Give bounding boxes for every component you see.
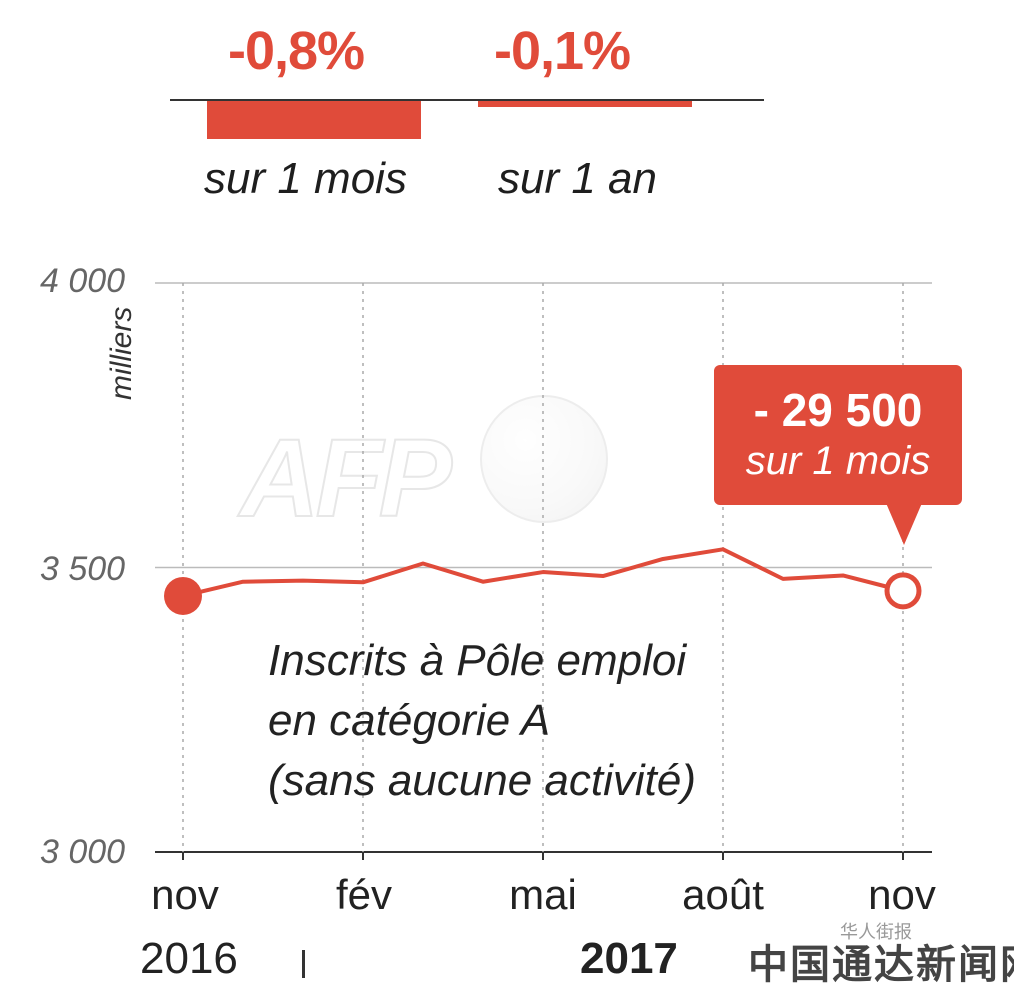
month-change-value: -0,8% <box>228 21 365 81</box>
caption-line-1: Inscrits à Pôle emploi <box>268 636 687 685</box>
watermark-text: AFP <box>239 416 453 541</box>
afp-watermark-logo: AFP <box>239 395 608 541</box>
month-change-bar <box>207 101 421 139</box>
year-separator <box>302 950 305 978</box>
series-line <box>182 547 904 598</box>
x-tick-label: nov <box>868 871 936 918</box>
year-change-value: -0,1% <box>494 21 631 81</box>
change-callout: - 29 500 sur 1 mois <box>714 365 962 505</box>
x-tick-label: mai <box>509 871 577 918</box>
year-change-label: sur 1 an <box>498 154 657 203</box>
y-tick-label: 3 000 <box>40 833 126 871</box>
site-watermark-small: 华人街报 <box>840 922 912 942</box>
y-tick-label: 4 000 <box>40 262 126 300</box>
golf-ball-icon <box>480 395 608 523</box>
year-label-2017: 2017 <box>580 934 678 983</box>
year-label-2016: 2016 <box>140 934 238 983</box>
callout-label: sur 1 mois <box>745 439 931 483</box>
headline-baseline <box>170 99 764 101</box>
x-tick-label: nov <box>151 871 219 918</box>
callout-value: - 29 500 <box>753 384 923 436</box>
month-change-label: sur 1 mois <box>204 154 407 203</box>
year-change-bar <box>478 101 692 107</box>
site-watermark: 中国通达新闻网 <box>748 943 1014 987</box>
y-tick-label: 3 500 <box>40 550 126 588</box>
caption-line-2: en catégorie A <box>268 696 551 745</box>
callout-pointer <box>886 503 922 545</box>
start-point <box>164 576 202 615</box>
x-tick-label: fév <box>335 871 393 918</box>
end-point <box>884 572 922 610</box>
caption-line-3: (sans aucune activité) <box>268 756 696 805</box>
x-tick-label: août <box>682 871 764 918</box>
